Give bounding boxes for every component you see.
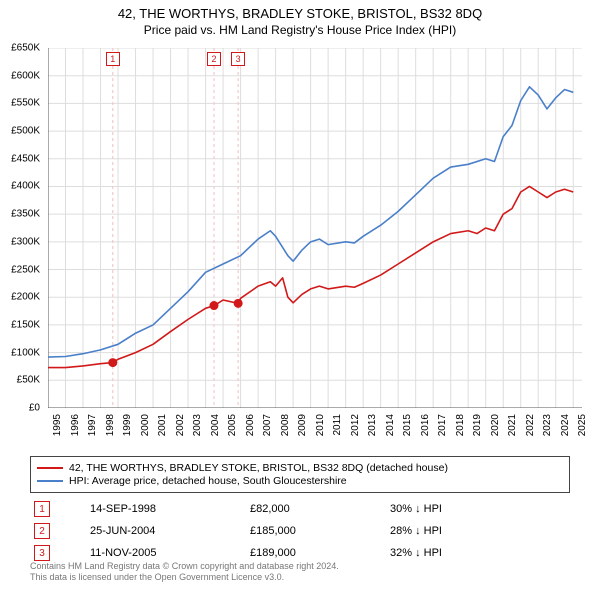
sale-marker-flag: 1 [106,52,120,66]
legend: 42, THE WORTHYS, BRADLEY STOKE, BRISTOL,… [30,456,570,493]
x-tick-label: 2014 [385,414,396,436]
x-tick-label: 1997 [87,414,98,436]
x-tick-label: 1996 [70,414,81,436]
attribution-line1: Contains HM Land Registry data © Crown c… [30,561,570,572]
sale-date: 25-JUN-2004 [90,525,250,537]
y-tick-label: £0 [29,403,40,414]
legend-swatch [37,480,63,482]
x-tick-label: 2025 [577,414,588,436]
legend-label: 42, THE WORTHYS, BRADLEY STOKE, BRISTOL,… [69,462,448,474]
chart-svg [48,48,582,408]
x-tick-label: 1998 [105,414,116,436]
y-tick-label: £500K [11,126,40,137]
chart-container: 42, THE WORTHYS, BRADLEY STOKE, BRISTOL,… [0,0,600,590]
sale-marker-icon: 3 [34,545,50,561]
x-tick-label: 2020 [490,414,501,436]
sale-delta: 30% ↓ HPI [390,503,530,515]
legend-item: 42, THE WORTHYS, BRADLEY STOKE, BRISTOL,… [37,462,563,474]
y-tick-label: £600K [11,70,40,81]
sale-date: 14-SEP-1998 [90,503,250,515]
title-address: 42, THE WORTHYS, BRADLEY STOKE, BRISTOL,… [0,6,600,21]
x-tick-label: 2004 [210,414,221,436]
y-tick-label: £100K [11,347,40,358]
x-tick-label: 2021 [507,414,518,436]
y-tick-label: £150K [11,319,40,330]
x-tick-label: 2001 [157,414,168,436]
title-subtitle: Price paid vs. HM Land Registry's House … [0,23,600,37]
sale-price: £189,000 [250,547,390,559]
x-tick-label: 2016 [420,414,431,436]
x-tick-label: 2018 [455,414,466,436]
sale-delta: 28% ↓ HPI [390,525,530,537]
chart-area: 1 23 [48,48,582,408]
y-tick-label: £50K [17,375,40,386]
sale-price: £82,000 [250,503,390,515]
sale-date: 11-NOV-2005 [90,547,250,559]
y-tick-label: £400K [11,181,40,192]
x-tick-label: 2009 [297,414,308,436]
sale-marker-flag: 3 [231,52,245,66]
sale-row: 2 25-JUN-2004£185,00028% ↓ HPI [30,520,570,542]
x-tick-label: 1999 [122,414,133,436]
x-tick-label: 2023 [542,414,553,436]
y-tick-label: £200K [11,292,40,303]
attribution-line2: This data is licensed under the Open Gov… [30,572,570,583]
y-tick-label: £550K [11,98,40,109]
x-tick-label: 2011 [332,414,343,436]
x-tick-label: 2017 [437,414,448,436]
sale-delta: 32% ↓ HPI [390,547,530,559]
x-tick-label: 2002 [175,414,186,436]
sale-marker-icon: 1 [34,501,50,517]
sale-price: £185,000 [250,525,390,537]
x-tick-label: 2013 [367,414,378,436]
x-tick-label: 2024 [560,414,571,436]
x-tick-label: 2000 [140,414,151,436]
x-tick-label: 2012 [350,414,361,436]
y-tick-label: £250K [11,264,40,275]
x-tick-label: 2005 [227,414,238,436]
x-tick-label: 2010 [315,414,326,436]
sale-marker-flag: 2 [207,52,221,66]
x-tick-label: 2015 [402,414,413,436]
legend-swatch [37,467,63,469]
y-tick-label: £300K [11,236,40,247]
y-tick-label: £450K [11,153,40,164]
attribution: Contains HM Land Registry data © Crown c… [30,561,570,584]
chart-titles: 42, THE WORTHYS, BRADLEY STOKE, BRISTOL,… [0,0,600,37]
legend-item: HPI: Average price, detached house, Sout… [37,475,563,487]
y-tick-label: £650K [11,43,40,54]
y-axis: £0£50K£100K£150K£200K£250K£300K£350K£400… [0,48,44,408]
x-tick-label: 1995 [52,414,63,436]
x-tick-label: 2022 [525,414,536,436]
sale-row: 1 14-SEP-1998£82,00030% ↓ HPI [30,498,570,520]
sale-marker-icon: 2 [34,523,50,539]
x-tick-label: 2007 [262,414,273,436]
sales-table: 1 14-SEP-1998£82,00030% ↓ HPI 2 25-JUN-2004… [30,498,570,564]
x-tick-label: 2003 [192,414,203,436]
x-tick-label: 2019 [472,414,483,436]
x-tick-label: 2008 [280,414,291,436]
x-axis: 1995 1996 1997 1998 1999 2000 2001 2002 2003 2004… [48,410,582,456]
y-tick-label: £350K [11,209,40,220]
legend-label: HPI: Average price, detached house, Sout… [69,475,347,487]
x-tick-label: 2006 [245,414,256,436]
